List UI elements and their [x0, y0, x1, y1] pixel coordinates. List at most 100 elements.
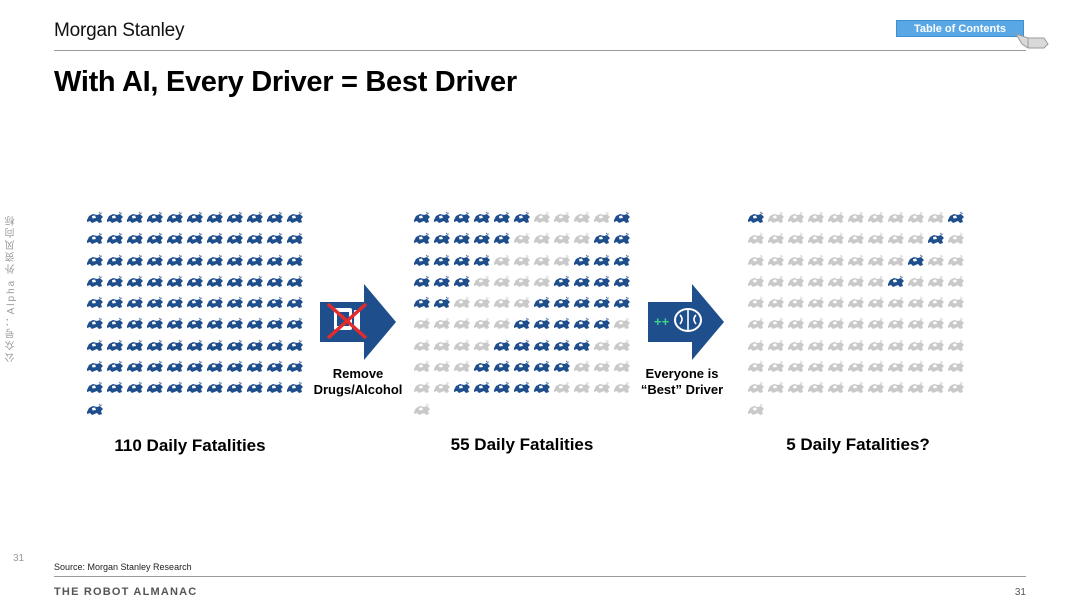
crashed-car-icon	[287, 232, 303, 245]
crashed-car-icon	[828, 339, 844, 351]
crashed-car-icon	[434, 211, 450, 223]
crashed-car-icon	[594, 339, 610, 351]
crashed-car-icon	[454, 360, 470, 373]
crashed-car-icon	[514, 317, 530, 330]
crashed-car-icon	[948, 339, 964, 351]
crashed-car-icon	[808, 381, 824, 394]
crashed-car-icon	[207, 381, 223, 394]
arrow-label-best-line2: “Best” Driver	[640, 382, 724, 397]
crashed-car-icon	[247, 296, 263, 309]
crashed-car-icon	[908, 339, 924, 351]
crashed-car-icon	[928, 275, 944, 287]
crashed-car-icon	[868, 317, 884, 330]
crashed-car-icon	[828, 296, 844, 309]
crashed-car-icon	[574, 381, 590, 394]
crashed-car-icon	[127, 275, 143, 287]
crashed-car-icon	[247, 381, 263, 394]
company-logo: Morgan Stanley	[54, 20, 185, 41]
crashed-car-icon	[514, 232, 530, 245]
crashed-car-icon	[127, 296, 143, 309]
crashed-car-icon	[928, 317, 944, 330]
crashed-car-icon	[768, 254, 784, 266]
crashed-car-icon	[828, 317, 844, 330]
crashed-car-icon	[748, 403, 764, 415]
crashed-car-icon	[414, 254, 430, 266]
crashed-car-icon	[227, 254, 243, 266]
crashed-car-icon	[868, 211, 884, 223]
crashed-car-icon	[808, 317, 824, 330]
crashed-car-icon	[227, 317, 243, 330]
crashed-car-icon	[127, 339, 143, 351]
crashed-car-icon	[87, 296, 103, 309]
crashed-car-icon	[948, 275, 964, 287]
crashed-car-icon	[908, 232, 924, 245]
crashed-car-icon	[147, 296, 163, 309]
panel-label-110: 110 Daily Fatalities	[114, 436, 266, 455]
crashed-car-icon	[828, 254, 844, 266]
crashed-car-icon	[554, 360, 570, 373]
crashed-car-icon	[514, 275, 530, 287]
crashed-car-icon	[534, 254, 550, 266]
crashed-car-icon	[207, 254, 223, 266]
crashed-car-icon	[574, 232, 590, 245]
table-of-contents-button[interactable]: Table of Contents	[896, 20, 1024, 37]
crashed-car-icon	[167, 211, 183, 223]
pointing-hand-icon	[1014, 33, 1049, 49]
crashed-car-icon	[574, 254, 590, 266]
crashed-car-icon	[514, 360, 530, 373]
crashed-car-icon	[147, 275, 163, 287]
crashed-car-icon	[828, 211, 844, 223]
crashed-car-icon	[147, 232, 163, 245]
crashed-car-icon	[414, 339, 430, 351]
crashed-car-icon	[748, 339, 764, 351]
crashed-car-icon	[147, 254, 163, 266]
crashed-car-icon	[147, 339, 163, 351]
crashed-car-icon	[928, 381, 944, 394]
crashed-car-icon	[748, 254, 764, 266]
crashed-car-icon	[107, 296, 123, 309]
crashed-car-icon	[848, 211, 864, 223]
crashed-car-icon	[554, 339, 570, 351]
crashed-car-icon	[808, 275, 824, 287]
crashed-car-icon	[928, 254, 944, 266]
crashed-car-icon	[494, 296, 510, 309]
crashed-car-icon	[788, 296, 804, 309]
crashed-car-icon	[494, 360, 510, 373]
crashed-car-icon	[147, 381, 163, 394]
crashed-car-icon	[87, 254, 103, 266]
side-page-number: 31	[13, 553, 25, 564]
arrow-label-best-line1: Everyone is	[645, 366, 719, 381]
crashed-car-icon	[868, 360, 884, 373]
crashed-car-icon	[768, 381, 784, 394]
crashed-car-icon	[514, 254, 530, 266]
crashed-car-icon	[474, 275, 490, 287]
crashed-car-icon	[554, 317, 570, 330]
crashed-car-icon	[474, 211, 490, 223]
crashed-car-icon	[414, 211, 430, 223]
crashed-car-icon	[434, 232, 450, 245]
crashed-car-icon	[748, 317, 764, 330]
crashed-car-icon	[227, 360, 243, 373]
crashed-car-icon	[614, 232, 630, 245]
crashed-car-icon	[167, 296, 183, 309]
crashed-car-icon	[87, 381, 103, 394]
crashed-car-icon	[908, 211, 924, 223]
crashed-car-icon	[434, 381, 450, 394]
crashed-car-icon	[187, 360, 203, 373]
crashed-car-icon	[888, 232, 904, 245]
crashed-car-icon	[107, 317, 123, 330]
crashed-car-icon	[87, 211, 103, 223]
crashed-car-icon	[534, 211, 550, 223]
crashed-car-icon	[888, 381, 904, 394]
crashed-car-icon	[828, 381, 844, 394]
crashed-car-icon	[267, 381, 283, 394]
crashed-car-icon	[287, 339, 303, 351]
crashed-car-icon	[788, 211, 804, 223]
crashed-car-icon	[494, 254, 510, 266]
crashed-car-icon	[748, 296, 764, 309]
crashed-car-icon	[748, 211, 764, 223]
crashed-car-icon	[808, 360, 824, 373]
crashed-car-icon	[454, 275, 470, 287]
crashed-car-icon	[227, 381, 243, 394]
crashed-car-icon	[227, 211, 243, 223]
